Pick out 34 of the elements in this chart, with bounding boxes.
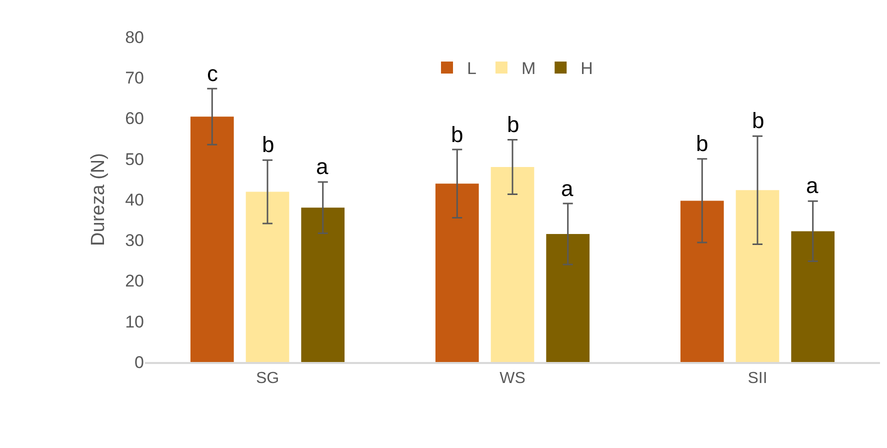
x-tick-label: WS [500,370,526,387]
bar [736,190,780,362]
bar [246,192,290,362]
y-tick-label: 20 [125,272,144,291]
legend-label: H [580,59,593,78]
data-label: b [507,112,520,137]
bar [435,184,479,362]
x-tick-label: SII [748,370,768,387]
bar [190,116,234,362]
data-label: b [696,131,708,156]
data-label: a [806,173,819,198]
bar [680,200,724,362]
x-tick-label: SG [256,370,280,387]
data-label: b [752,108,764,133]
data-label: c [207,61,218,86]
data-label: a [561,176,574,201]
y-tick-label: 40 [125,190,144,210]
y-tick-label: 70 [125,68,144,88]
y-tick-label: 0 [134,352,144,372]
y-tick-label: 60 [125,109,144,128]
data-label: b [451,122,464,147]
y-tick-label: 80 [125,28,144,47]
data-label: b [262,132,274,157]
y-tick-label: 30 [125,231,144,250]
legend-label: M [521,59,536,78]
y-axis-title: Dureza (N) [88,153,109,246]
bar [546,234,590,362]
y-tick-label: 50 [125,150,144,169]
data-label: a [316,154,329,179]
legend-label: L [467,59,476,78]
bar [791,231,835,362]
y-tick-label: 10 [125,312,144,332]
bar [490,167,534,362]
bar [301,208,345,362]
